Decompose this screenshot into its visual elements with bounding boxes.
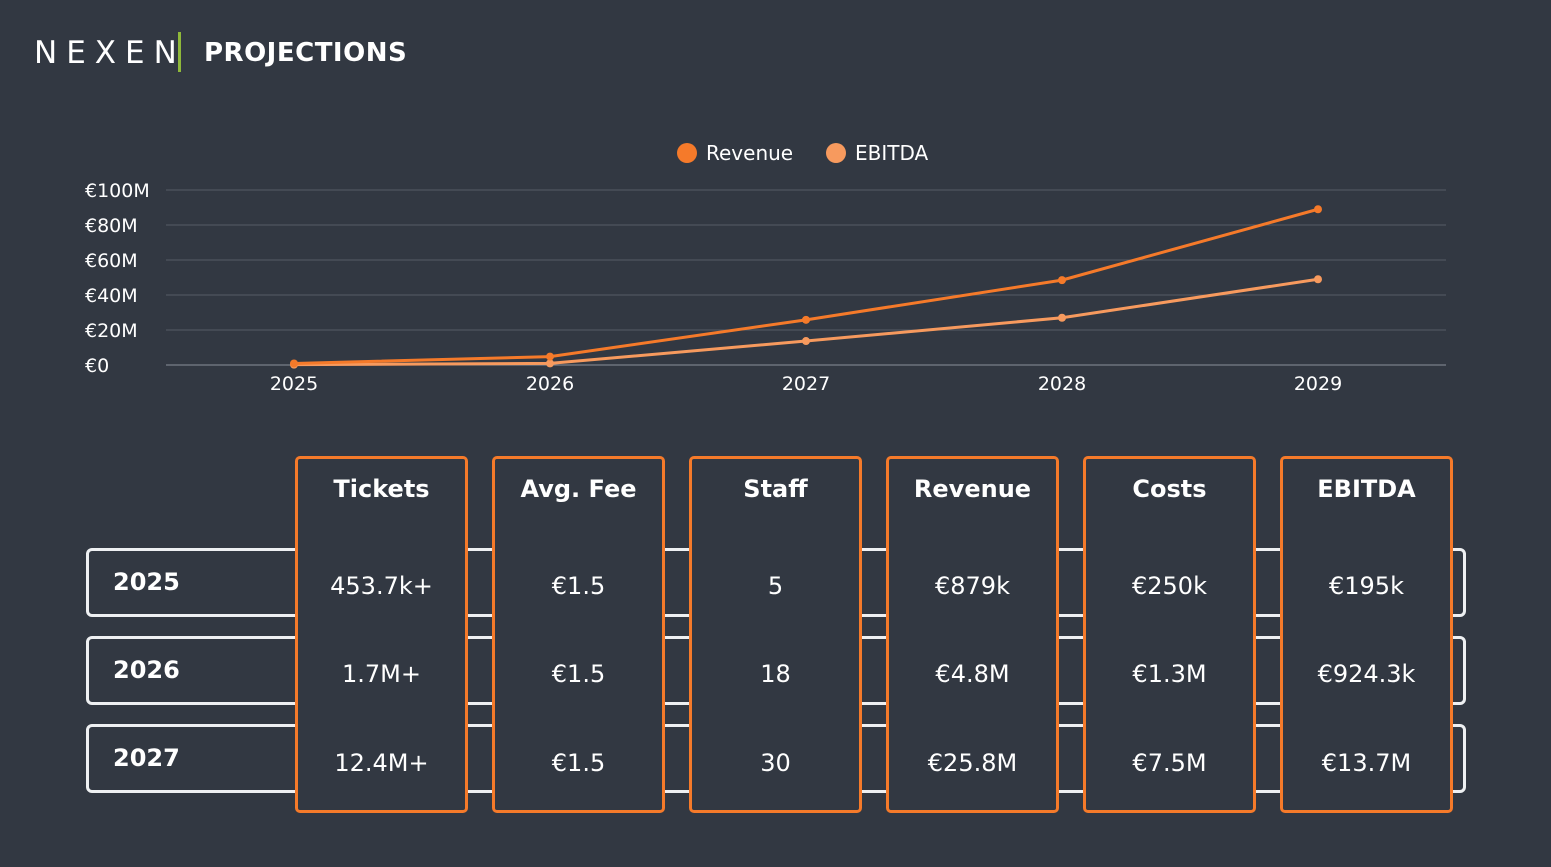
table-cell: €1.5 [551,749,606,777]
table-cell: 453.7k+ [330,572,433,600]
table-cell: €1.5 [551,660,606,688]
table-cell: €250k [1132,572,1207,600]
column-header: EBITDA [1317,475,1416,503]
column-header: Revenue [913,475,1032,503]
column-header: Avg. Fee [520,475,637,503]
page-title: PROJECTIONS [204,38,408,68]
row-year-label: 2027 [113,744,180,772]
data-point-revenue [802,315,810,324]
brand-logo: NEXEN [34,35,186,71]
table-cell: 1.7M+ [342,660,421,688]
column-header: Costs [1132,475,1207,503]
row-year-label: 2025 [113,568,180,596]
table-cell: €879k [935,572,1010,600]
data-point-revenue [290,359,298,368]
y-tick-label: €20M [85,320,138,342]
x-tick-label: 2026 [526,373,574,395]
column-header: Tickets [333,475,430,503]
legend-label-revenue: Revenue [706,141,793,165]
table-cell: €25.8M [927,749,1018,777]
x-tick-label: 2028 [1038,373,1086,395]
column-avg-fee: Avg. Fee €1.5 €1.5 €1.5 [492,456,665,813]
table-cell: 18 [760,660,791,688]
table-cell: €7.5M [1132,749,1207,777]
column-costs: Costs €250k €1.3M €7.5M [1083,456,1256,813]
legend-label-ebitda: EBITDA [855,141,929,165]
y-tick-label: €100M [85,180,150,202]
data-point-ebitda [546,359,554,368]
table-cell: €1.3M [1132,660,1207,688]
column-header: Staff [743,475,808,503]
column-staff: Staff 5 18 30 [689,456,862,813]
table-cell: €924.3k [1317,660,1416,688]
x-tick-label: 2027 [782,373,830,395]
data-point-revenue [1058,276,1066,285]
projection-line-chart: €0 €20M €40M €60M €80M €100M 2025 2026 2027 2028 2… [85,141,1446,395]
column-ebitda: EBITDA €195k €924.3k €13.7M [1280,456,1453,813]
data-point-ebitda [1314,275,1322,284]
table-cell: €4.8M [935,660,1010,688]
y-tick-label: €0 [85,355,109,377]
column-tickets: Tickets 453.7k+ 1.7M+ 12.4M+ [295,456,468,813]
data-point-revenue [1314,205,1322,214]
legend-marker-revenue [677,143,697,163]
y-tick-label: €60M [85,250,138,272]
x-tick-label: 2025 [270,373,318,395]
y-tick-label: €40M [85,285,138,307]
x-tick-label: 2029 [1294,373,1342,395]
row-year-label: 2026 [113,656,180,684]
table-cell: €13.7M [1321,749,1412,777]
data-point-ebitda [1058,313,1066,322]
data-point-ebitda [802,337,810,346]
column-revenue: Revenue €879k €4.8M €25.8M [886,456,1059,813]
table-cell: 12.4M+ [334,749,429,777]
legend-marker-ebitda [826,143,846,163]
table-cell: 5 [767,572,784,600]
logo-divider [178,32,181,72]
data-point-revenue [546,352,554,361]
table-cell: 30 [760,749,791,777]
y-tick-label: €80M [85,215,138,237]
table-cell: €1.5 [551,572,606,600]
table-cell: €195k [1329,572,1404,600]
